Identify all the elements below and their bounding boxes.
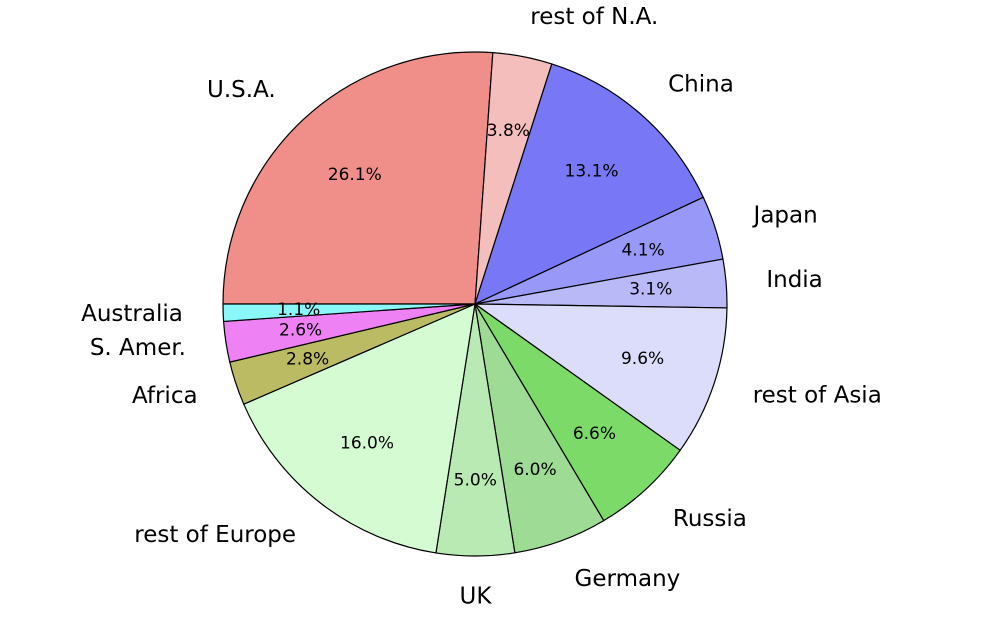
percent-label-rest-of-n-a: 3.8% [487, 121, 530, 141]
pie-slice-australia [222, 303, 476, 323]
slices-layer [222, 51, 728, 557]
percent-label-uk: 5.0% [454, 470, 497, 490]
category-label-china: China [668, 72, 734, 98]
percent-label-germany: 6.0% [513, 460, 556, 480]
pie-slice-rest-of-europe [243, 303, 476, 554]
percent-label-u-s-a: 26.1% [328, 165, 382, 185]
category-label-africa: Africa [132, 383, 198, 409]
pie-slice-u-s-a [222, 51, 494, 305]
category-label-rest-of-asia: rest of Asia [753, 382, 882, 408]
percent-label-india: 3.1% [629, 280, 672, 300]
percent-label-rest-of-asia: 9.6% [621, 349, 664, 369]
category-label-russia: Russia [673, 506, 747, 532]
category-label-japan: Japan [752, 202, 818, 228]
percent-label-russia: 6.6% [573, 424, 616, 444]
percent-label-australia: 1.1% [277, 300, 320, 320]
pie-slice-china [474, 63, 704, 305]
category-labels-layer: U.S.A. rest of N.A. China Japan India rest of… [81, 4, 882, 609]
percent-labels-layer: 26.1% 3.8% 13.1% 4.1% 3.1% 9.6% 6.6% 6.0% 5.0% 16… [277, 121, 672, 491]
category-label-u-s-a: U.S.A. [207, 77, 276, 103]
category-label-rest-of-n-a: rest of N.A. [530, 4, 658, 30]
percent-label-africa: 2.8% [286, 350, 329, 370]
category-label-germany: Germany [575, 566, 681, 592]
category-label-rest-of-europe: rest of Europe [134, 522, 296, 548]
category-label-uk: UK [459, 583, 492, 609]
percent-label-rest-of-europe: 16.0% [340, 433, 394, 453]
category-label-australia: Australia [81, 301, 183, 327]
percent-label-japan: 4.1% [621, 240, 664, 260]
category-label-s-amer: S. Amer. [90, 335, 186, 361]
category-label-india: India [766, 267, 822, 293]
percent-label-s-amer: 2.6% [279, 321, 322, 341]
pie-slice-rest-of-asia [474, 303, 728, 451]
percent-label-china: 13.1% [565, 162, 619, 182]
